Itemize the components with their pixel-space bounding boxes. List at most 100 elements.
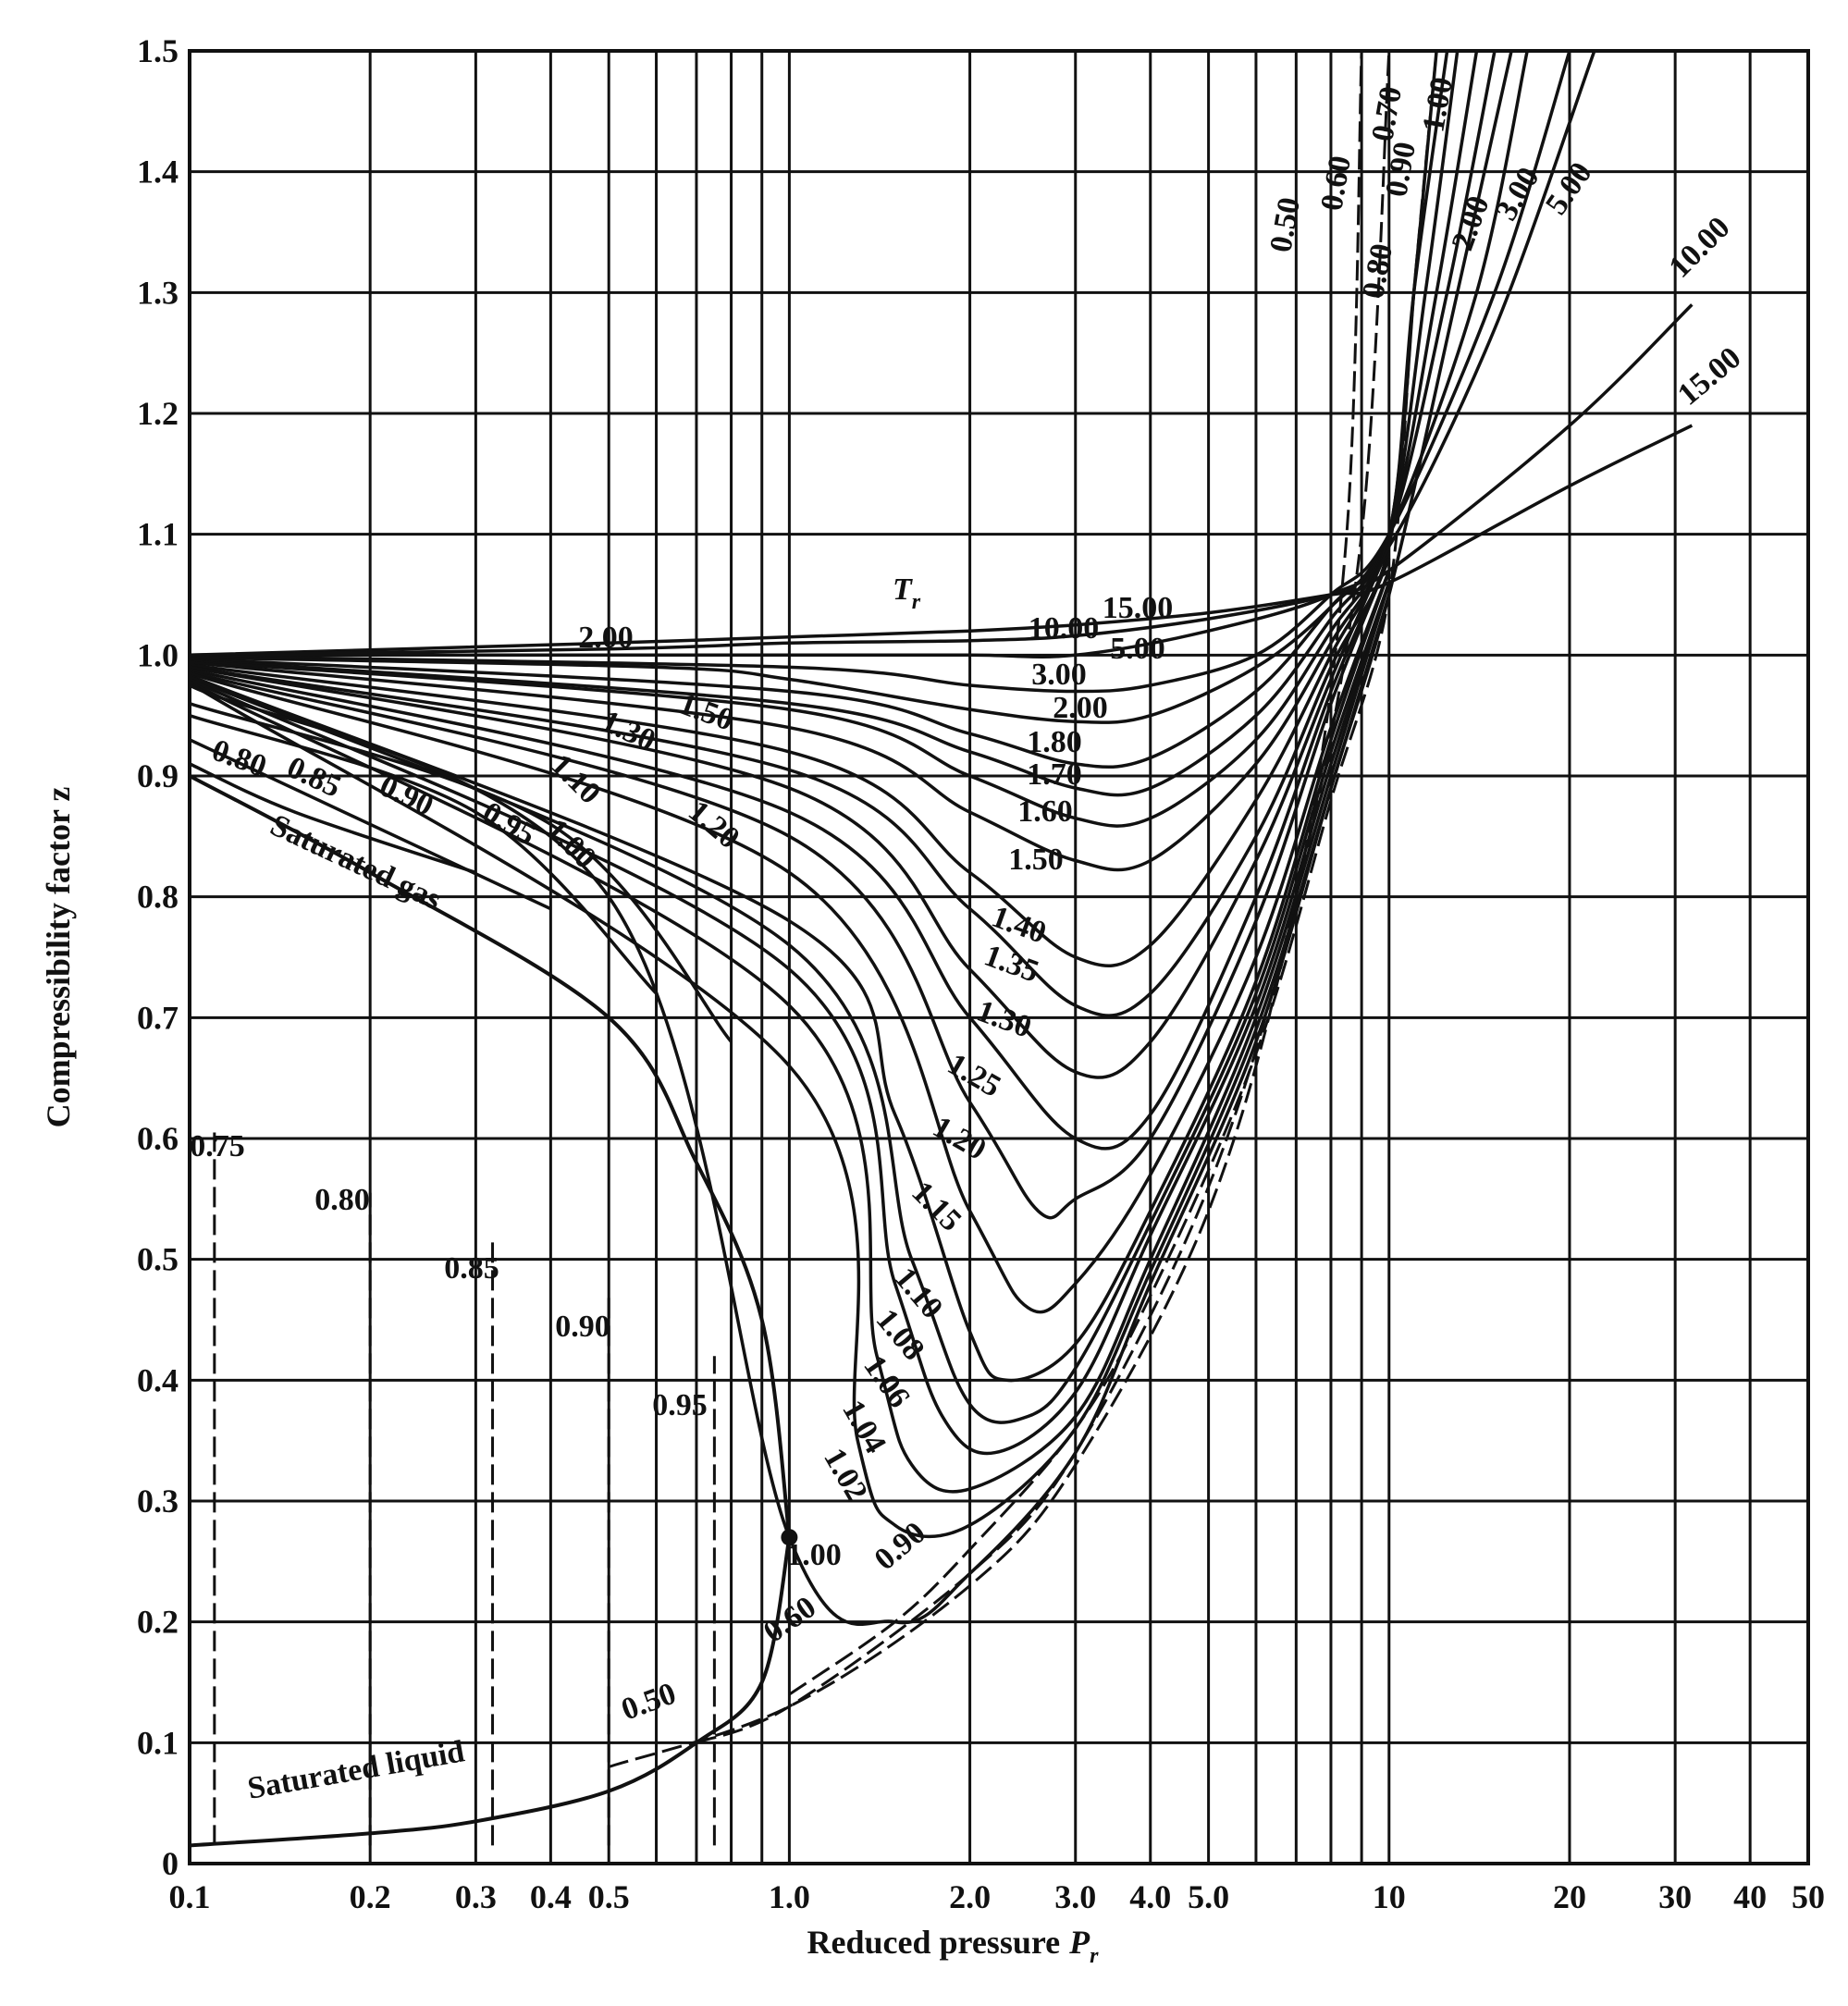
isotherm-solid-0-85 [190,738,552,911]
x-tick-label: 0.5 [588,1878,630,1915]
x-axis-label-text: Reduced pressure [807,1924,1060,1961]
parameter-label-symbol: T [893,572,913,607]
isotherm-label: 2.00 [1053,691,1108,725]
axis-layer: 00.10.20.30.40.50.60.70.80.91.01.11.21.3… [137,32,1825,1915]
y-tick-label: 1.1 [137,516,179,553]
isotherm-label: 1.25 [942,1047,1006,1104]
x-tick-label: 5.0 [1188,1878,1229,1915]
isotherm-solid-10-00 [190,303,1694,658]
y-tick-label: 0.5 [137,1241,179,1278]
curve-layer [190,51,1694,1848]
saturated-gas-curve [190,774,792,1538]
x-axis-label-subscript: r [1090,1944,1099,1968]
isotherm-label: 0.50 [617,1677,681,1728]
y-tick-label: 1.2 [137,395,179,432]
isotherm-solid-0-90 [190,714,658,995]
top-right-label: 1.00 [1416,75,1460,135]
isotherm-label: 5.00 [1110,632,1165,666]
vertical-dashed-label: 0.85 [444,1251,499,1286]
isotherm-solid-1-60 [190,51,1460,828]
isotherm-solid-1-15 [190,570,1391,1314]
isotherm-solid-0-95 [190,701,733,1043]
y-tick-label: 0.2 [137,1604,179,1641]
isotherm-label: 1.60 [1017,794,1073,829]
saturated-liquid-curve [190,1536,792,1848]
x-tick-label: 20 [1553,1878,1586,1915]
isotherm-label: 1.00 [786,1538,842,1572]
isotherm-solid-1-80 [190,51,1497,769]
isotherm-solid-15-00 [190,424,1694,658]
x-tick-label: 0.1 [169,1878,211,1915]
top-right-label: 10.00 [1662,210,1736,284]
isotherm-solid-1-00 [190,51,1513,1627]
vertical-dashed-label: 0.75 [190,1129,245,1163]
isotherm-solid-1-70 [190,51,1479,797]
isotherm-dashed-0-50 [608,51,1363,1768]
plot-frame [188,49,1810,1865]
isotherm-solid-1-02 [190,594,1391,1539]
vertical-dashed-label: 0.80 [314,1183,370,1217]
x-axis-label-symbol: P [1068,1924,1090,1961]
isotherm-solid-0-80 [190,762,476,875]
y-tick-label: 0.3 [137,1483,179,1520]
top-right-label: 5.00 [1539,156,1598,221]
critical-point [781,1529,798,1546]
isotherm-solid-1-30 [190,545,1391,1079]
y-tick-label: 1.3 [137,274,179,311]
x-tick-label: 0.4 [530,1878,572,1915]
x-tick-label: 0.3 [455,1878,497,1915]
isotherm-label: 0.90 [869,1516,932,1578]
isotherm-solid-1-20 [190,558,1391,1220]
y-tick-label: 1.4 [137,154,179,191]
y-tick-label: 0.8 [137,879,179,916]
y-axis-label: Compressibility factor z [40,787,77,1128]
isotherm-solid-1-06 [190,582,1391,1456]
isotherm-dashed-0-60 [696,51,1391,1744]
x-tick-label: 3.0 [1054,1878,1096,1915]
x-tick-label: 1.0 [769,1878,810,1915]
low-pressure-label: 1.20 [682,794,745,856]
vertical-dashed-label: 0.90 [555,1310,610,1344]
y-tick-label: 0.7 [137,999,179,1036]
top-right-label: 15.00 [1671,340,1747,412]
isotherm-dashed-0-90 [788,51,1438,1696]
parameter-label-subscript: r [912,590,921,614]
isotherm-label: 10.00 [1029,611,1100,646]
saturated-gas-label: Saturated gas [265,808,447,917]
y-tick-label: 0.6 [137,1120,179,1157]
isotherm-label: 1.30 [972,994,1036,1045]
isotherm-solid-5-00 [190,51,1596,658]
isotherm-label: 0.60 [758,1590,822,1649]
y-tick-label: 1.0 [137,636,179,673]
y-tick-label: 0.1 [137,1724,179,1761]
low-pressure-label: 2.00 [578,621,634,655]
isotherm-label: 3.00 [1031,658,1087,692]
top-right-label: 0.60 [1314,154,1358,214]
isotherm-solid-2-00 [190,51,1529,724]
y-tick-label: 0.9 [137,757,179,794]
isotherm-label: 1.50 [1008,843,1064,877]
isotherm-solid-1-04 [190,582,1391,1494]
vertical-dashed-label: 0.95 [652,1388,708,1422]
parameter-label: Tr [893,572,921,614]
isotherm-label: 1.80 [1027,725,1082,759]
x-tick-label: 30 [1658,1878,1692,1915]
y-tick-label: 0.4 [137,1361,179,1398]
y-tick-label: 0 [162,1845,179,1882]
x-tick-label: 10 [1373,1878,1406,1915]
isotherm-solid-3-00 [190,51,1571,694]
isotherm-solid-1-25 [190,558,1391,1151]
x-tick-label: 2.0 [949,1878,991,1915]
isotherm-label: 1.70 [1027,757,1082,792]
y-tick-label: 1.5 [137,32,179,69]
x-axis-label: Reduced pressure Pr [807,1924,1099,1968]
isotherm-solid-1-08 [190,582,1391,1424]
x-tick-label: 50 [1792,1878,1825,1915]
top-right-label: 0.70 [1365,84,1409,144]
isotherm-solid-1-10 [190,570,1391,1383]
x-tick-label: 0.2 [350,1878,391,1915]
x-tick-label: 40 [1733,1878,1767,1915]
isotherm-label: 15.00 [1103,591,1174,625]
